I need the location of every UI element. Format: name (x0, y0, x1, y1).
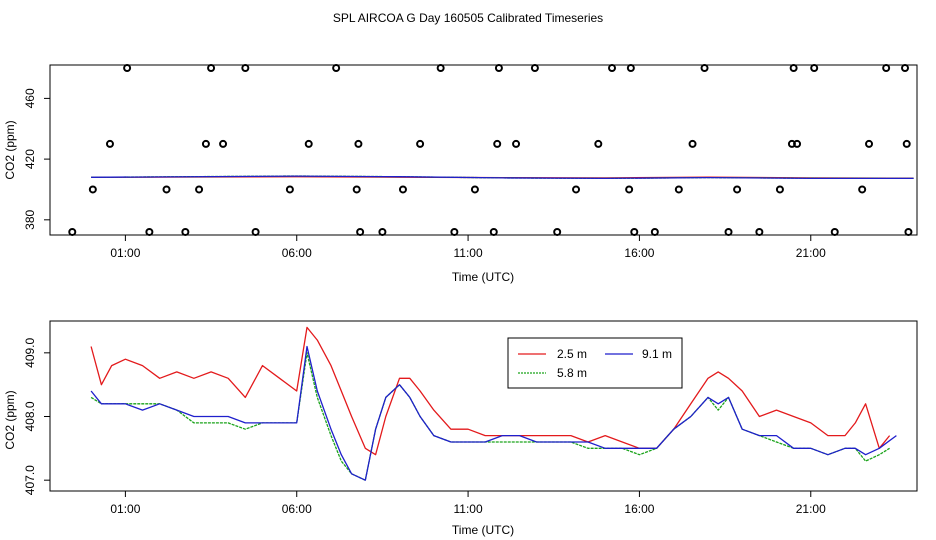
top-x-axis: 01:00 06:00 11:00 16:00 21:00 (110, 235, 826, 260)
top-x-tick-label: 11:00 (454, 246, 483, 260)
flag-point (626, 64, 635, 73)
flag-point (241, 64, 250, 73)
flag-point (145, 227, 154, 236)
flag-point (553, 227, 562, 236)
flag-point (195, 185, 204, 194)
flag-point (789, 64, 798, 73)
flag-point (354, 139, 363, 148)
bottom-y-axis-label: CO2 (ppm) (3, 390, 17, 449)
flag-point (181, 227, 190, 236)
top-y-axis-label: CO2 (ppm) (3, 120, 17, 179)
flag-point (650, 227, 659, 236)
chart-title: SPL AIRCOA G Day 160505 Calibrated Times… (333, 11, 603, 25)
bottom-x-axis: 01:00 06:00 11:00 16:00 21:00 (110, 491, 826, 516)
flag-point (901, 64, 910, 73)
flag-point (304, 139, 313, 148)
flag-point (674, 185, 683, 194)
flag-point (793, 139, 802, 148)
legend-label-5-8m: 5.8 m (557, 366, 587, 380)
bottom-x-axis-label: Time (UTC) (452, 523, 514, 537)
legend-label-2-5m: 2.5 m (557, 347, 587, 361)
bottom-x-tick-label: 11:00 (454, 502, 483, 516)
bottom-x-tick-label: 06:00 (282, 502, 312, 516)
flag-point (436, 64, 445, 73)
top-x-tick-label: 21:00 (796, 246, 826, 260)
flag-point (332, 64, 341, 73)
bottom-y-axis: 407.0 408.0 409.0 (23, 337, 50, 495)
flag-point (285, 185, 294, 194)
flag-point (775, 185, 784, 194)
bottom-y-tick-label: 408.0 (23, 401, 37, 431)
flag-point (352, 185, 361, 194)
top-series-line-blue (91, 175, 914, 180)
flag-point (733, 185, 742, 194)
flag-point (68, 227, 77, 236)
flag-point (882, 64, 891, 73)
top-y-tick-label: 380 (23, 209, 37, 229)
top-panel: 01:00 06:00 11:00 16:00 21:00 380 420 460 Time… (3, 64, 918, 284)
top-x-axis-label: Time (UTC) (452, 270, 514, 284)
legend-label-9-1m: 9.1 m (642, 347, 672, 361)
bottom-plot-frame (49, 320, 918, 492)
flag-point (378, 227, 387, 236)
flag-point (88, 185, 97, 194)
flag-point (755, 227, 764, 236)
flag-point (450, 227, 459, 236)
top-x-tick-label: 06:00 (282, 246, 312, 260)
top-x-tick-label: 16:00 (624, 246, 654, 260)
flag-point (608, 64, 617, 73)
flag-point (201, 139, 210, 148)
flag-point (724, 227, 733, 236)
top-flag-points (68, 64, 913, 236)
flag-point (512, 139, 521, 148)
top-series-lines (91, 175, 914, 180)
flag-point (470, 185, 479, 194)
bottom-x-tick-label: 16:00 (624, 502, 654, 516)
top-plot-frame (49, 64, 918, 236)
top-y-tick-label: 460 (23, 88, 37, 108)
flag-point (630, 227, 639, 236)
bottom-series-line-9-1-m (90, 345, 897, 481)
flag-point (858, 185, 867, 194)
flag-point (398, 185, 407, 194)
flag-point (219, 139, 228, 148)
top-x-tick-label: 01:00 (110, 246, 140, 260)
bottom-series-line-2-5-m (90, 326, 891, 456)
flag-point (902, 139, 911, 148)
flag-point (207, 64, 216, 73)
bottom-panel: 01:00 06:00 11:00 16:00 21:00 407.0 408.0 409.… (3, 320, 918, 537)
top-y-tick-label: 420 (23, 149, 37, 169)
flag-point (162, 185, 171, 194)
flag-point (105, 139, 114, 148)
flag-point (123, 64, 132, 73)
flag-point (572, 185, 581, 194)
flag-point (489, 227, 498, 236)
flag-point (530, 64, 539, 73)
flag-point (830, 227, 839, 236)
bottom-y-tick-label: 409.0 (23, 337, 37, 367)
bottom-x-tick-label: 21:00 (796, 502, 826, 516)
flag-point (493, 139, 502, 148)
top-y-axis: 380 420 460 (23, 88, 50, 230)
flag-point (810, 64, 819, 73)
flag-point (251, 227, 260, 236)
flag-point (865, 139, 874, 148)
legend: 2.5 m 9.1 m 5.8 m (507, 337, 683, 389)
bottom-y-tick-label: 407.0 (23, 465, 37, 495)
flag-point (625, 185, 634, 194)
flag-point (700, 64, 709, 73)
flag-point (494, 64, 503, 73)
flag-point (416, 139, 425, 148)
flag-point (356, 227, 365, 236)
bottom-x-tick-label: 01:00 (110, 502, 140, 516)
legend-box (507, 337, 683, 389)
flag-point (594, 139, 603, 148)
bottom-series-lines (90, 326, 897, 481)
flag-point (904, 227, 913, 236)
flag-point (688, 139, 697, 148)
